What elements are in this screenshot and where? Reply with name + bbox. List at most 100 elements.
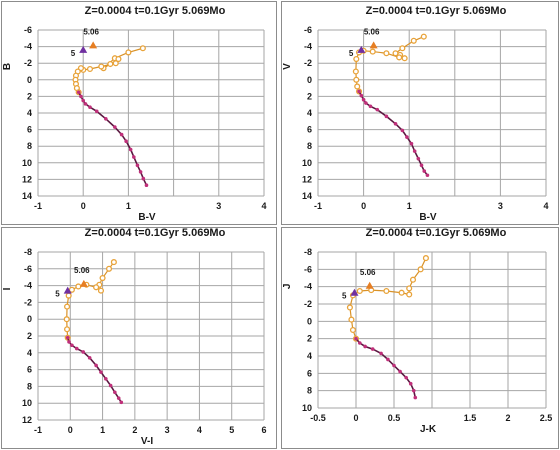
main-sequence-point	[361, 97, 366, 102]
main-sequence-point	[358, 341, 362, 345]
main-sequence-point	[359, 93, 364, 98]
main-sequence-point	[113, 390, 117, 395]
x-tick-label: 3	[216, 201, 221, 211]
x-tick-label: 1.5	[464, 413, 477, 423]
chart-title: Z=0.0004 t=0.1Gyr 5.069Mo	[366, 5, 507, 17]
x-tick-label: 3	[498, 201, 503, 211]
main-sequence-point	[138, 170, 143, 174]
main-sequence-point	[74, 346, 79, 351]
y-tick-label: 6	[307, 125, 312, 135]
annotation-label: 5.06	[74, 266, 90, 275]
x-tick-label: 5	[229, 425, 234, 435]
y-tick-label: 4	[307, 351, 312, 361]
giant-branch-point	[348, 316, 355, 323]
main-sequence-line	[358, 91, 429, 176]
main-sequence-point	[386, 357, 390, 362]
main-sequence-point	[370, 347, 375, 351]
main-sequence-point	[79, 94, 83, 99]
main-sequence-point	[364, 101, 368, 105]
y-tick-label: 10	[302, 403, 312, 413]
y-tick-label: -4	[24, 42, 32, 52]
main-sequence-point	[132, 155, 136, 159]
y-tick-label: -2	[304, 58, 312, 68]
x-tick-label: -1	[34, 201, 42, 211]
main-sequence-point	[135, 163, 140, 168]
y-axis-label: J	[282, 284, 293, 290]
giant-branch-point	[93, 284, 100, 291]
annotation-label: 5.06	[83, 27, 99, 36]
giant-branch-point	[125, 49, 132, 56]
giant-branch-point	[346, 304, 353, 311]
y-tick-label: 8	[307, 386, 312, 396]
giant-branch-point	[63, 316, 70, 323]
chart-svg: -0.5 0 0.5 1.5 2 2.5 -8 -6 -4 -2 0 2 4 6 8 10 Z=0.0004 t…	[282, 228, 553, 435]
giant-branch-point	[353, 76, 360, 83]
x-tick-label: 0	[361, 201, 366, 211]
y-tick-label: -4	[304, 42, 312, 52]
giant-branch-point	[65, 292, 72, 299]
giant-branch-point	[422, 255, 429, 262]
main-sequence-point	[412, 149, 417, 153]
y-tick-label: 6	[27, 365, 32, 375]
y-tick-label: 4	[27, 348, 32, 358]
main-sequence-point	[94, 109, 99, 114]
main-sequence-point	[67, 340, 71, 344]
giant-branch-point	[105, 265, 113, 272]
chart-panel-b-vs-bv: -1 0 1 3 4 -6 -4 -2 0 2 4 6 8 10 12 14 Z=0.0004 t=0.1Gyr…	[1, 1, 277, 225]
giant-branch-point	[110, 259, 117, 266]
giant-branch-point	[86, 65, 94, 73]
y-axis-label: I	[2, 287, 13, 290]
main-sequence-point	[398, 369, 402, 374]
annotation-label: 5	[342, 292, 347, 301]
main-sequence-point	[400, 128, 405, 133]
x-tick-label: 2	[132, 425, 137, 435]
y-tick-label: 0	[307, 75, 312, 85]
x-tick-label: 4	[543, 201, 548, 211]
giant-branch-point	[396, 54, 403, 61]
x-axis-label: B-V	[138, 212, 156, 223]
y-tick-label: 2	[27, 331, 32, 341]
y-tick-label: 6	[27, 125, 32, 135]
main-sequence-point	[363, 344, 367, 349]
giant-branch-point	[420, 33, 427, 40]
y-tick-label: 14	[302, 191, 312, 201]
y-tick-label: -6	[24, 25, 32, 35]
y-tick-label: 4	[307, 108, 312, 118]
y-tick-label: -2	[24, 297, 32, 307]
marker-5-triangle	[357, 45, 366, 53]
giant-branch-point	[406, 291, 413, 298]
y-tick-label: -2	[304, 299, 312, 309]
giant-branch-point	[64, 326, 71, 333]
marker-5-triangle	[79, 45, 88, 53]
marker-5-triangle	[63, 286, 72, 294]
giant-branch-point	[383, 50, 390, 57]
main-sequence-point	[113, 125, 117, 129]
annotation-label: 5	[349, 49, 354, 58]
giant-branch-point	[401, 55, 408, 62]
main-sequence-point	[393, 121, 398, 126]
x-tick-label: 1	[100, 425, 105, 435]
main-sequence-point	[357, 89, 361, 94]
marker-506-triangle	[89, 41, 98, 49]
main-sequence-point	[65, 335, 70, 340]
main-sequence-point	[70, 343, 74, 348]
giant-branch-point	[99, 274, 106, 282]
annotation-label: 5	[71, 49, 76, 58]
giant-branch-point	[64, 303, 71, 310]
main-sequence-point	[141, 176, 146, 181]
y-tick-label: 6	[307, 368, 312, 378]
main-sequence-point	[368, 104, 373, 109]
x-tick-label: 2.5	[540, 413, 553, 423]
y-axis-label: V	[282, 63, 293, 70]
main-sequence-point	[108, 383, 113, 388]
y-tick-label: 14	[22, 191, 32, 201]
chart-svg: -1 0 1 3 4 -6 -4 -2 0 2 4 6 8 10 12 14 Z=0.0004 t=0.1Gyr…	[2, 5, 267, 223]
y-tick-label: 8	[27, 381, 32, 391]
main-sequence-point	[404, 375, 408, 380]
y-tick-label: -6	[304, 25, 312, 35]
chart-panel-i-vs-vi: -1 0 1 2 3 4 5 6 -8 -6 -4 -2 0 2 4 6 8 10 12 Z=0.0004 t=0.1…	[1, 227, 277, 449]
y-tick-label: -6	[24, 264, 32, 274]
giant-branch-point	[410, 37, 417, 44]
y-axis-label: B	[2, 63, 13, 70]
y-tick-label: -4	[24, 281, 32, 291]
